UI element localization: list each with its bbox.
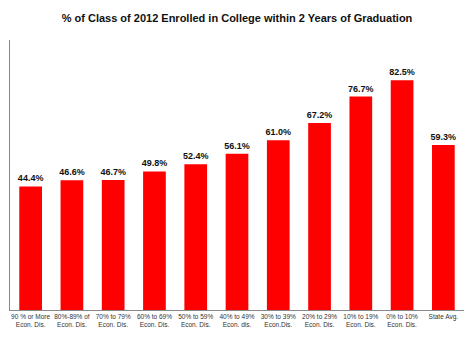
svg-text:90 % or MoreEcon. Dis.: 90 % or MoreEcon. Dis.	[11, 313, 50, 328]
svg-text:10% to 19%Econ. Dis.: 10% to 19%Econ. Dis.	[343, 313, 378, 328]
svg-text:70% to 79%Econ. Dis.: 70% to 79%Econ. Dis.	[96, 313, 131, 328]
svg-text:67.2%: 67.2%	[307, 110, 333, 120]
svg-text:State Avg.: State Avg.	[429, 313, 459, 321]
svg-text:40% to 49%Econ. dis.: 40% to 49%Econ. dis.	[219, 313, 254, 328]
svg-text:50% to 59%Econ. Dis.: 50% to 59%Econ. Dis.	[178, 313, 213, 328]
svg-text:60% to 69%Econ. Dis.: 60% to 69%Econ. Dis.	[137, 313, 172, 328]
svg-text:59.3%: 59.3%	[431, 132, 457, 142]
svg-text:52.4%: 52.4%	[183, 151, 209, 161]
svg-text:61.0%: 61.0%	[266, 127, 292, 137]
svg-text:46.7%: 46.7%	[100, 167, 126, 177]
svg-text:82.5%: 82.5%	[389, 67, 415, 77]
svg-text:49.8%: 49.8%	[142, 158, 168, 168]
svg-text:0% to 10%Econ. Dis.: 0% to 10%Econ. Dis.	[386, 313, 418, 328]
svg-text:44.4%: 44.4%	[18, 173, 44, 183]
svg-text:76.7%: 76.7%	[348, 84, 374, 94]
svg-text:20% to 29%Econ. Dis.: 20% to 29%Econ. Dis.	[302, 313, 337, 328]
svg-text:% of Class of 2012 Enrolled in: % of Class of 2012 Enrolled in College w…	[62, 12, 413, 24]
svg-text:30% to 39%Econ.Dis.: 30% to 39%Econ.Dis.	[261, 313, 296, 328]
svg-text:56.1%: 56.1%	[224, 141, 250, 151]
svg-text:80%-89% ofEcon. Dis.: 80%-89% ofEcon. Dis.	[54, 313, 90, 328]
svg-text:46.6%: 46.6%	[59, 167, 85, 177]
